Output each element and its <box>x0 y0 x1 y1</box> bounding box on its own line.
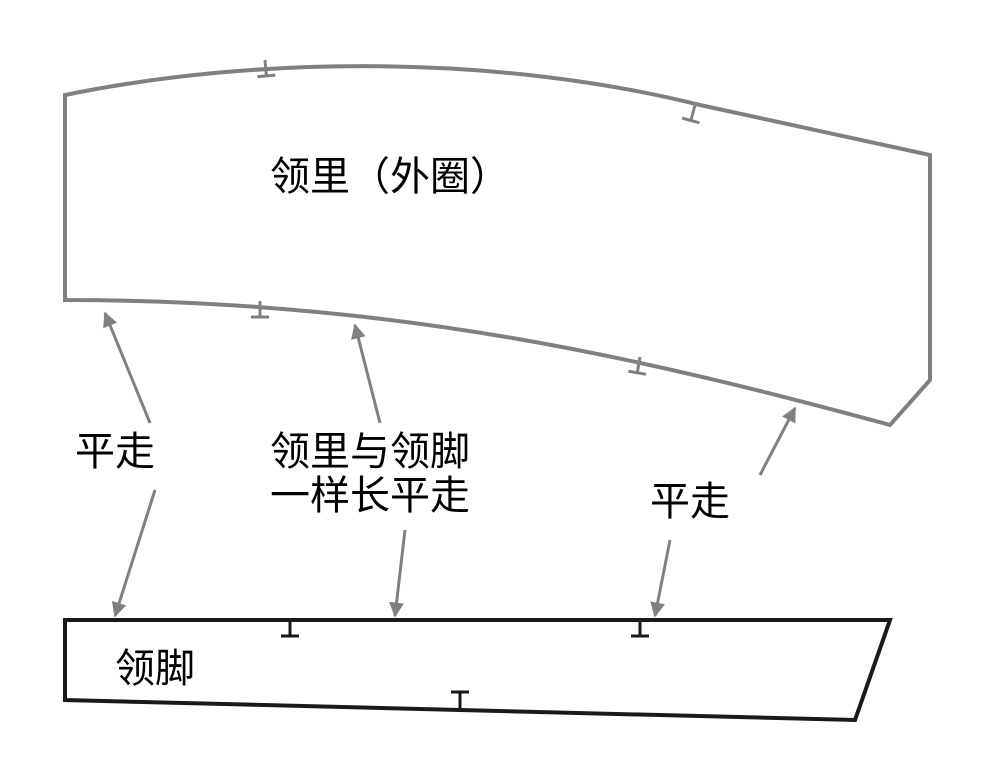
annotation-arrow <box>760 408 795 475</box>
annotation-arrow <box>395 530 405 616</box>
lower-piece-label: 领脚 <box>115 647 195 691</box>
notch-mark <box>281 620 299 636</box>
annotation-arrow <box>115 490 155 616</box>
collar-upper-outline <box>65 66 930 425</box>
annotation-flat-left: 平走 <box>75 430 155 474</box>
upper-piece-label: 领里（外圈） <box>270 155 510 199</box>
annotation-arrow <box>105 313 150 423</box>
notch-mark <box>451 692 469 708</box>
annotation-flat-right: 平走 <box>650 480 730 524</box>
annotation-arrow <box>355 325 380 423</box>
annotation-same-length: 领里与领脚一样长平走 <box>270 430 470 518</box>
annotation-arrow <box>655 540 670 616</box>
notch-mark <box>631 620 649 636</box>
